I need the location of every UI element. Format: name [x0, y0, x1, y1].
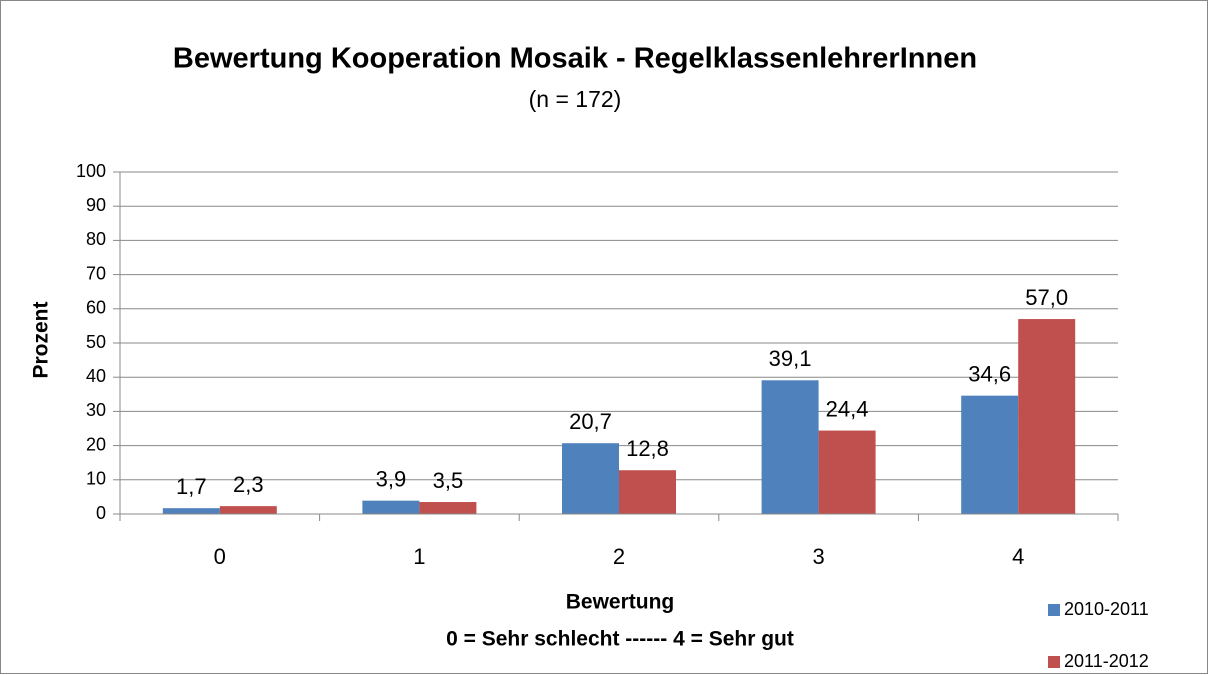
data-label: 24,4	[826, 396, 869, 421]
bar	[162, 508, 220, 514]
bar	[818, 430, 876, 514]
y-tick-label: 0	[96, 503, 106, 523]
x-tick-label: 3	[812, 544, 824, 569]
y-tick-label: 60	[86, 298, 106, 318]
x-tick-label: 0	[214, 544, 226, 569]
x-tick-label: 4	[1012, 544, 1024, 569]
y-tick-label: 70	[86, 263, 106, 283]
legend-swatch	[1048, 604, 1060, 616]
data-label: 2,3	[233, 472, 264, 497]
data-label: 12,8	[626, 436, 669, 461]
data-label: 3,5	[433, 468, 464, 493]
bar	[761, 380, 819, 514]
bar	[961, 395, 1019, 514]
legend-label: 2010-2011	[1064, 599, 1149, 619]
data-label: 39,1	[769, 346, 812, 371]
legend-label: 2011-2012	[1064, 651, 1149, 671]
y-tick-label: 20	[86, 434, 106, 454]
data-label: 20,7	[569, 409, 612, 434]
bar	[562, 443, 619, 514]
x-axis-label: Bewertung	[566, 591, 675, 614]
x-axis-label: 0 = Sehr schlecht ------ 4 = Sehr gut	[446, 628, 794, 651]
bar	[619, 470, 676, 514]
x-tick-label: 1	[413, 544, 425, 569]
y-tick-label: 10	[86, 469, 106, 489]
y-tick-label: 80	[86, 229, 106, 249]
bar	[362, 500, 420, 514]
y-tick-label: 100	[76, 161, 106, 181]
y-tick-label: 90	[86, 195, 106, 215]
chart-title: Bewertung Kooperation Mosaik - Regelklas…	[173, 43, 977, 75]
bar	[219, 506, 277, 514]
data-label: 3,9	[376, 466, 407, 491]
y-axis-label: Prozent	[30, 301, 53, 378]
y-tick-label: 50	[86, 332, 106, 352]
data-label: 34,6	[968, 361, 1011, 386]
y-tick-label: 30	[86, 400, 106, 420]
bar	[419, 502, 477, 514]
bar	[1018, 319, 1076, 514]
data-label: 1,7	[176, 474, 207, 499]
data-label: 57,0	[1025, 285, 1068, 310]
chart-subtitle: (n = 172)	[529, 86, 622, 112]
legend-swatch	[1048, 656, 1060, 668]
y-tick-label: 40	[86, 366, 106, 386]
x-tick-label: 2	[613, 544, 625, 569]
